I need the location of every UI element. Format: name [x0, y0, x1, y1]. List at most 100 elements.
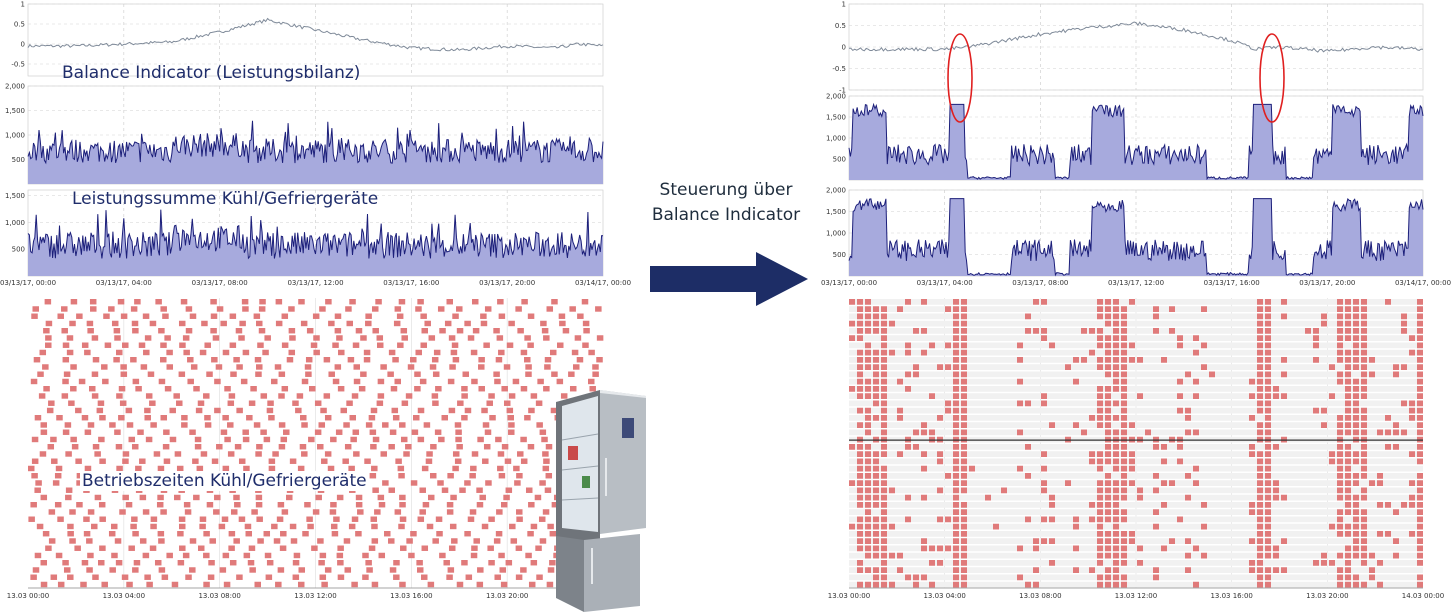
runtime-block [1249, 415, 1255, 421]
runtime-block [1393, 509, 1399, 515]
runtime-block [439, 552, 446, 559]
runtime-block [873, 581, 879, 588]
runtime-block [873, 349, 879, 356]
runtime-block [1329, 560, 1335, 566]
runtime-block [517, 328, 524, 334]
x-tick-label: 03/13/17, 12:00 [287, 279, 343, 287]
runtime-block [176, 465, 184, 472]
x-tick-label: 03/14/17, 00:00 [1395, 279, 1451, 287]
runtime-block [162, 313, 169, 319]
runtime-block [335, 429, 343, 435]
runtime-block [461, 393, 468, 399]
runtime-block [472, 328, 480, 334]
runtime-block [122, 451, 130, 457]
runtime-block [1265, 357, 1271, 363]
runtime-block [1025, 473, 1031, 479]
runtime-block [256, 364, 263, 370]
runtime-block [48, 509, 56, 515]
runtime-block [865, 516, 871, 523]
runtime-block [1353, 407, 1359, 414]
runtime-block [1121, 473, 1127, 479]
runtime-block [101, 364, 108, 370]
runtime-block [405, 393, 413, 399]
runtime-block [370, 516, 378, 522]
runtime-block [1265, 480, 1271, 486]
runtime-block [389, 429, 397, 435]
runtime-block [1257, 335, 1263, 341]
runtime-block [371, 581, 379, 588]
runtime-block [1113, 415, 1119, 421]
runtime-block [1129, 538, 1135, 544]
runtime-block [125, 407, 133, 414]
runtime-block [1089, 328, 1095, 334]
runtime-row [849, 545, 1423, 552]
runtime-block [65, 487, 73, 493]
runtime-block [541, 436, 548, 443]
runtime-block [177, 531, 184, 537]
runtime-block [1281, 313, 1287, 320]
runtime-block [347, 357, 355, 363]
runtime-block [1113, 502, 1119, 508]
runtime-block [1177, 393, 1183, 399]
runtime-block [160, 509, 167, 515]
runtime-block [118, 386, 126, 392]
runtime-block [414, 371, 421, 377]
runtime-block [362, 552, 369, 559]
runtime-block [1353, 320, 1359, 327]
runtime-block [1353, 581, 1359, 588]
runtime-block [1089, 567, 1095, 573]
runtime-block [865, 480, 871, 486]
runtime-block [399, 502, 406, 508]
runtime-block [530, 523, 538, 530]
runtime-block [278, 393, 285, 399]
runtime-block [535, 545, 542, 551]
runtime-block [961, 516, 967, 523]
runtime-block [953, 502, 959, 508]
x-tick-label: 03/13/17, 12:00 [1108, 279, 1164, 287]
runtime-block [501, 386, 508, 392]
runtime-block [480, 313, 487, 319]
runtime-block [945, 545, 951, 552]
runtime-block [89, 386, 96, 392]
runtime-block [1337, 306, 1343, 312]
runtime-block [1353, 415, 1359, 421]
y-tick-label: 0.5 [14, 21, 25, 29]
runtime-block [508, 393, 516, 399]
runtime-block [242, 306, 249, 312]
runtime-block [569, 386, 577, 392]
runtime-block [1121, 306, 1127, 312]
runtime-block [1417, 487, 1423, 494]
runtime-block [1273, 494, 1279, 501]
runtime-block [520, 386, 528, 392]
runtime-block [905, 371, 911, 378]
runtime-block [1049, 494, 1055, 501]
runtime-block [544, 487, 552, 493]
runtime-block [1417, 502, 1423, 508]
runtime-block [1177, 335, 1183, 341]
runtime-block [497, 465, 504, 472]
runtime-block [587, 378, 595, 385]
runtime-block [889, 581, 895, 588]
runtime-block [257, 342, 264, 348]
runtime-block [1265, 393, 1271, 399]
runtime-block [139, 494, 147, 501]
runtime-block [576, 357, 584, 363]
runtime-block [1385, 415, 1391, 421]
runtime-block [1369, 371, 1375, 378]
runtime-block [1417, 386, 1423, 392]
runtime-block [1097, 487, 1103, 494]
runtime-block [40, 494, 48, 501]
runtime-block [538, 516, 546, 522]
runtime-block [1361, 531, 1367, 537]
runtime-block [305, 371, 312, 377]
runtime-block [1377, 560, 1383, 566]
runtime-block [507, 415, 514, 421]
runtime-block [1153, 313, 1159, 320]
runtime-block [1281, 494, 1287, 501]
x-tick-label: 13.03 08:00 [198, 592, 240, 600]
runtime-block [496, 509, 503, 515]
power-area [28, 120, 603, 184]
runtime-block [1121, 349, 1127, 356]
runtime-block [366, 567, 373, 573]
runtime-block [449, 364, 456, 370]
